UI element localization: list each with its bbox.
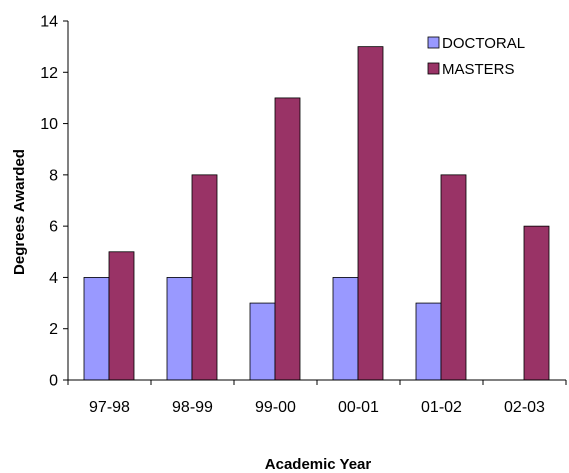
x-tick-label: 98-99: [172, 399, 213, 416]
x-tick-label: 99-00: [255, 399, 296, 416]
y-tick-label: 14: [40, 14, 58, 31]
bar-masters-97-98: [108, 251, 135, 381]
bar-masters-99-00: [274, 97, 301, 381]
legend: DOCTORAL MASTERS: [427, 35, 525, 78]
bar-series: [83, 46, 550, 381]
x-axis-title: Academic Year: [265, 456, 372, 473]
x-tick-label: 01-02: [421, 399, 462, 416]
x-tick-label: 97-98: [89, 399, 130, 416]
legend-label-masters: MASTERS: [442, 61, 515, 78]
y-tick-label: 8: [49, 167, 58, 184]
y-tick-label: 4: [49, 270, 58, 287]
x-axis-ticks: 97-98 98-99 99-00 00-01 01-02 02-03: [67, 380, 567, 416]
legend-swatch-doctoral: [427, 36, 440, 49]
y-tick-label: 6: [49, 219, 58, 236]
y-tick-label: 2: [49, 321, 58, 338]
legend-swatch-masters: [427, 62, 440, 75]
bar-masters-98-99: [191, 174, 218, 381]
bar-masters-02-03: [523, 225, 550, 381]
bar-doctoral-99-00: [249, 302, 276, 381]
y-axis-title: Degrees Awarded: [11, 149, 28, 275]
y-tick-label: 0: [49, 373, 58, 390]
bar-doctoral-01-02: [415, 302, 442, 381]
y-tick-label: 12: [40, 65, 58, 82]
bar-doctoral-00-01: [332, 277, 359, 381]
bar-masters-01-02: [440, 174, 467, 381]
y-axis-ticks: 0 2 4 6 8 10 12 14: [40, 14, 68, 390]
bar-doctoral-98-99: [166, 277, 193, 381]
y-tick-label: 10: [40, 116, 58, 133]
bar-doctoral-97-98: [83, 277, 110, 381]
bar-masters-00-01: [357, 46, 384, 381]
legend-label-doctoral: DOCTORAL: [442, 35, 525, 52]
x-tick-label: 00-01: [338, 399, 379, 416]
x-tick-label: 02-03: [504, 399, 545, 416]
